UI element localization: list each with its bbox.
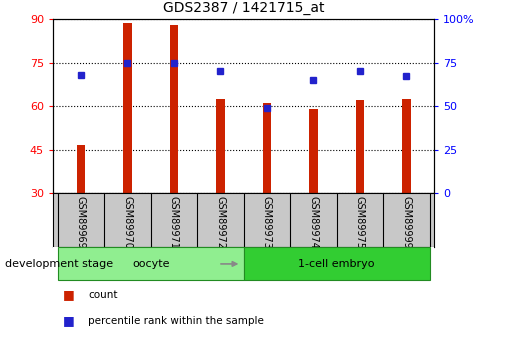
Text: GSM89972: GSM89972 [216, 196, 225, 249]
Text: GSM89999: GSM89999 [401, 196, 412, 249]
Text: GSM89971: GSM89971 [169, 196, 179, 249]
Text: ■: ■ [63, 314, 75, 327]
Bar [263, 103, 271, 193]
Bar [123, 23, 132, 193]
Text: percentile rank within the sample: percentile rank within the sample [88, 316, 264, 326]
Bar [216, 99, 225, 193]
Text: GSM89975: GSM89975 [355, 196, 365, 249]
Bar [309, 109, 318, 193]
Text: GSM89974: GSM89974 [309, 196, 319, 249]
Text: GSM89969: GSM89969 [76, 196, 86, 249]
Bar [170, 25, 178, 193]
FancyBboxPatch shape [244, 247, 430, 280]
Text: GSM89973: GSM89973 [262, 196, 272, 249]
Bar [356, 100, 364, 193]
Text: development stage: development stage [5, 259, 113, 269]
Title: GDS2387 / 1421715_at: GDS2387 / 1421715_at [163, 1, 324, 15]
Bar [77, 145, 85, 193]
Text: 1-cell embryo: 1-cell embryo [298, 259, 375, 269]
Text: ■: ■ [63, 288, 75, 302]
FancyBboxPatch shape [58, 247, 244, 280]
Text: count: count [88, 290, 118, 300]
Text: oocyte: oocyte [132, 259, 169, 269]
Text: GSM89970: GSM89970 [122, 196, 132, 249]
Bar [402, 99, 411, 193]
